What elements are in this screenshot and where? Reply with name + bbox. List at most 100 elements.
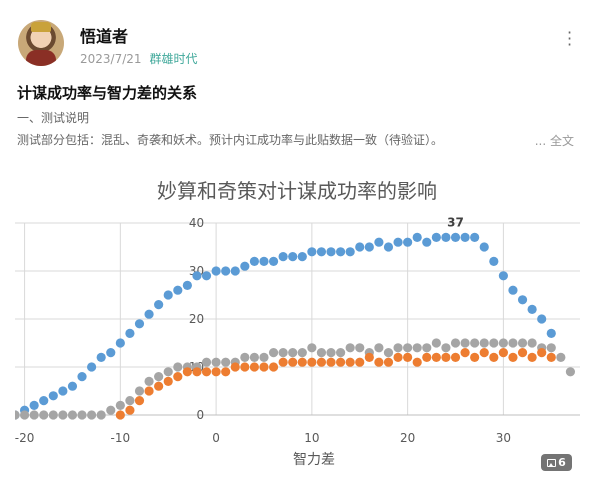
data-point [527,338,537,348]
data-point [297,357,307,367]
data-point [508,285,518,295]
data-point [230,362,240,372]
post-title[interactable]: 计谋成功率与智力差的关系 [17,84,198,102]
data-point [134,386,145,396]
data-point [58,386,68,396]
post-meta: 2023/7/21 群雄时代 [80,50,198,67]
data-point [403,343,413,353]
data-point [115,400,125,410]
x-tick-label: -20 [15,431,34,445]
y-tick-label: 0 [196,408,204,422]
data-point [39,396,49,406]
data-point [29,410,39,420]
data-point [268,362,279,372]
image-count: 6 [558,456,566,469]
x-tick-label: 0 [212,431,220,445]
data-point [498,271,508,281]
data-point [77,372,87,382]
data-point [259,256,269,266]
data-point [393,352,403,362]
topic-link[interactable]: 群雄时代 [149,52,198,66]
image-count-badge[interactable]: 6 [541,454,572,471]
data-point [15,410,20,420]
data-point [230,266,240,276]
y-tick-label: 40 [189,216,204,230]
data-point [498,338,508,348]
data-point [173,285,183,295]
data-point [154,372,164,382]
data-point [470,352,480,362]
x-tick-label: 20 [400,431,415,445]
data-point [288,348,298,358]
full-text-link[interactable]: ... 全文 [530,132,574,149]
data-point [489,256,499,266]
data-point [259,352,269,362]
data-point [479,348,489,358]
data-point [498,348,508,358]
data-point [67,410,78,420]
data-point [556,352,566,362]
data-point [470,338,480,348]
data-point [335,348,346,358]
data-point [517,295,528,305]
data-point [431,352,441,362]
data-point [508,352,518,362]
data-point [403,352,413,362]
data-point [115,410,125,420]
data-point [335,247,346,257]
data-point [87,362,97,372]
data-point [403,237,413,247]
data-point [355,343,365,353]
more-vertical-icon[interactable]: · · · [566,23,572,54]
data-point [546,352,556,362]
data-point [412,357,422,367]
post-body-line: 一、测试说明 [17,111,90,125]
data-point [345,247,355,257]
data-point [355,357,365,367]
data-point [326,357,336,367]
data-point [106,405,116,415]
data-point [460,338,470,348]
chart-svg: 妙算和奇策对计谋成功率的影响010203040-20-100102030智力差3… [15,179,580,468]
data-point [173,372,183,382]
data-point [201,367,212,377]
author-name[interactable]: 悟道者 [80,27,129,46]
data-point [316,247,327,257]
data-point [87,410,97,420]
x-tick-label: -10 [111,431,131,445]
data-point [288,357,298,367]
data-point [125,396,135,406]
data-point [565,367,576,377]
data-point [364,352,374,362]
data-point [182,367,192,377]
data-point [316,348,327,358]
data-point [374,237,384,247]
post-image-chart[interactable]: 妙算和奇策对计谋成功率的影响010203040-20-100102030智力差3… [15,163,580,476]
data-point [278,357,288,367]
data-point [144,376,154,386]
data-point [134,319,145,329]
data-point [450,338,461,348]
data-point [383,357,394,367]
data-point [125,405,135,415]
data-point [537,348,547,358]
data-point [221,357,231,367]
data-point [460,232,470,242]
post-date: 2023/7/21 [80,52,142,66]
data-point [278,252,288,262]
data-point [96,410,106,420]
data-point [422,237,432,247]
data-point [29,400,39,410]
data-point [67,381,78,391]
data-point [326,348,336,358]
data-point [374,343,384,353]
data-point [383,348,394,358]
data-point [527,304,537,314]
author-avatar[interactable] [18,20,64,66]
data-point [422,352,432,362]
data-point [221,266,231,276]
data-point [240,261,250,271]
data-point [144,386,154,396]
data-point [144,309,154,319]
data-point [393,237,403,247]
